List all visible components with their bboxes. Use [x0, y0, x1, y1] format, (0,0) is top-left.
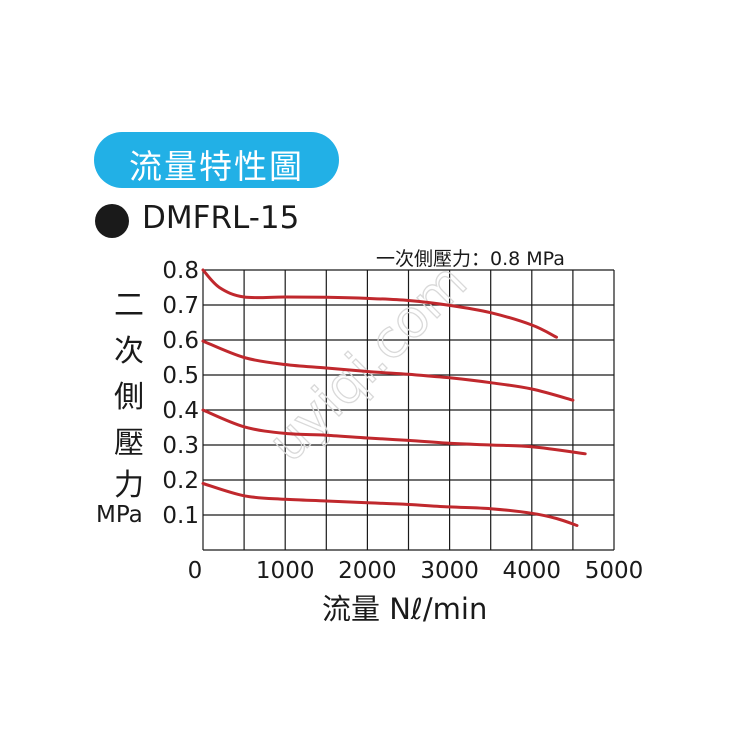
- x-tick-label: 1000: [256, 558, 315, 584]
- condition-annotation: 一次側壓力：0.8 MPa: [376, 248, 565, 270]
- filled-circle-icon: [95, 204, 129, 238]
- y-axis-label-char: 二: [114, 288, 144, 323]
- y-axis-unit: MPa: [96, 502, 143, 528]
- title-badge: 流量特性圖: [94, 132, 339, 188]
- x-tick-label: 2000: [338, 558, 397, 584]
- x-tick-label: 4000: [503, 558, 562, 584]
- x-axis-label: 流量 Nℓ/min: [322, 592, 488, 626]
- tick-labels: 0 1000 2000 3000 4000 5000 0.1 0.2 0.3 0.4 0.5 0.6 0…: [162, 258, 643, 584]
- y-tick-label: 0.7: [162, 293, 199, 319]
- y-tick-label: 0.1: [162, 503, 199, 529]
- x-tick-label: 5000: [585, 558, 644, 584]
- y-tick-label: 0.3: [162, 433, 199, 459]
- series: [201, 268, 587, 527]
- y-tick-label: 0.6: [162, 328, 199, 354]
- y-axis-label-char: 力: [114, 468, 144, 503]
- model-name: DMFRL-15: [142, 200, 300, 236]
- y-axis-label-char: 次: [114, 334, 144, 369]
- y-axis-label-char: 側: [114, 380, 144, 415]
- chart-title: 流量特性圖: [129, 147, 304, 186]
- series-line-4: [201, 482, 579, 527]
- y-tick-label: 0.5: [162, 363, 199, 389]
- x-tick-label: 3000: [420, 558, 479, 584]
- series-line-3: [201, 408, 587, 456]
- series-line-1: [201, 268, 558, 339]
- y-axis-label-char: 壓: [114, 426, 144, 461]
- y-tick-label: 0.4: [162, 398, 199, 424]
- series-line-2: [201, 339, 575, 402]
- y-tick-label: 0.2: [162, 468, 199, 494]
- x-tick-label: 0: [188, 558, 203, 584]
- y-tick-label: 0.8: [162, 258, 199, 284]
